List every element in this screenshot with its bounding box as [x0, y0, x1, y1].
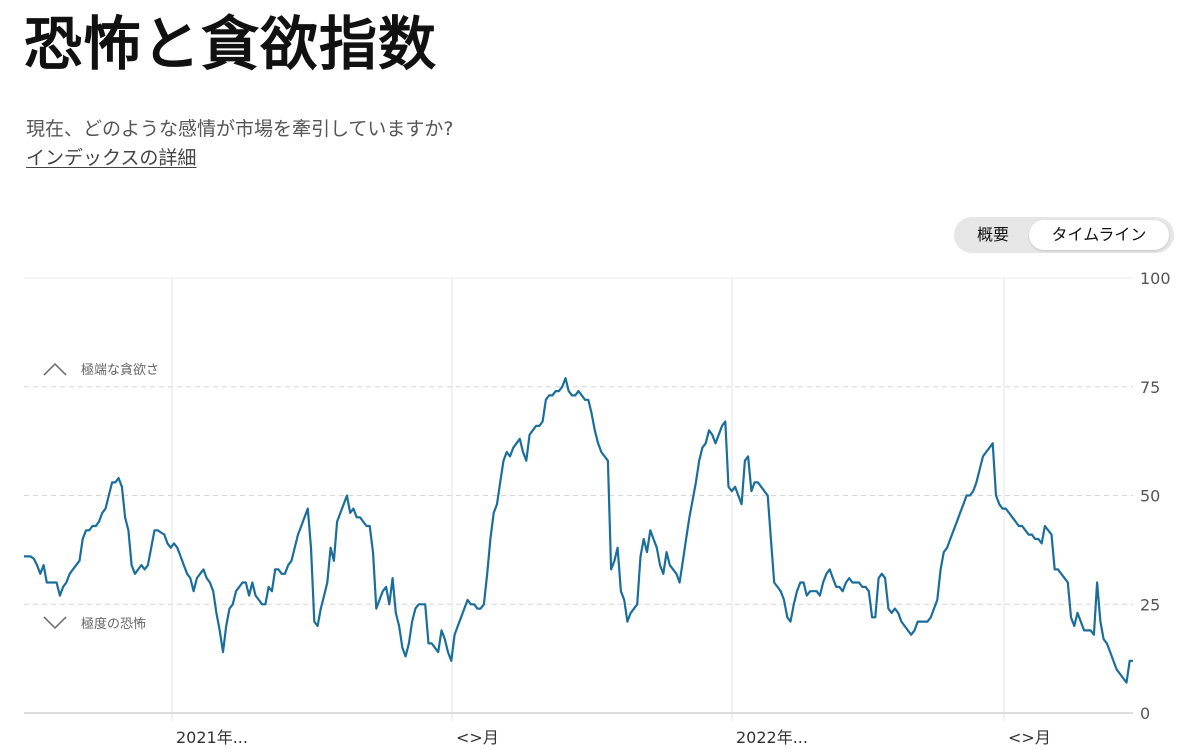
greed-zone-marker: 極端な貪欲さ	[43, 362, 159, 378]
y-tick-label: 0	[1140, 704, 1150, 723]
y-tick-label: 50	[1140, 487, 1160, 506]
toggle-timeline[interactable]: タイムライン	[1029, 220, 1169, 250]
y-tick-label: 75	[1140, 378, 1160, 397]
chart-vertical-grid	[171, 278, 1005, 721]
zone-labels: 極端な貪欲さ 極度の恐怖	[43, 362, 159, 632]
x-tick-label: <>月	[1008, 728, 1051, 747]
extreme-greed-label: 極端な貪欲さ	[81, 362, 159, 378]
y-tick-label: 25	[1140, 595, 1160, 614]
extreme-fear-label: 極度の恐怖	[81, 616, 146, 632]
page-title: 恐怖と貪欲指数	[24, 10, 438, 78]
page-subtitle: 現在、どのような感情が市場を牽引していますか?	[26, 118, 454, 140]
x-tick-label: 2022年...	[736, 728, 808, 747]
y-tick-label: 100	[1140, 269, 1171, 288]
chart-grid	[24, 277, 1133, 714]
toggle-overview[interactable]: 概要	[976, 225, 1009, 244]
index-line	[24, 377, 1133, 684]
y-axis-ticks: 100 75 50 25 0	[1140, 269, 1171, 723]
index-details-link[interactable]: インデックスの詳細	[26, 147, 197, 169]
x-axis-ticks: 2021年... <>月 2022年... <>月	[176, 728, 1051, 747]
x-tick-label: 2021年...	[176, 728, 248, 747]
fear-greed-chart: 100 75 50 25 0 2021年... <>月 2022年... <>月 極端な貪欲さ…	[24, 269, 1171, 747]
x-tick-label: <>月	[456, 728, 499, 747]
fear-zone-marker: 極度の恐怖	[43, 616, 146, 632]
chevron-up-icon	[43, 362, 67, 376]
chevron-down-icon	[43, 616, 67, 630]
view-toggle: 概要 タイムライン	[954, 217, 1174, 253]
